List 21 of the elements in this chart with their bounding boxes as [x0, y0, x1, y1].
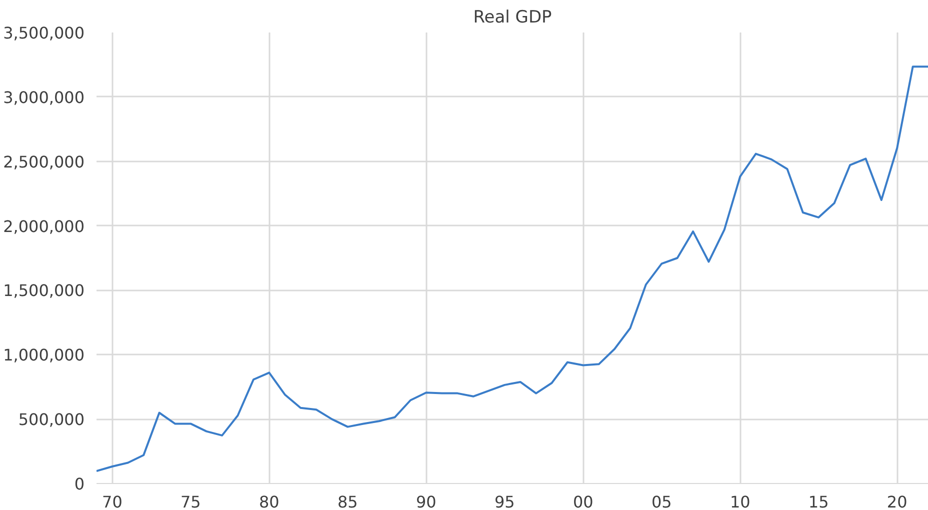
chart-title: Real GDP: [473, 8, 552, 28]
x-tick-label: 75: [180, 492, 201, 510]
y-tick-label: 0: [74, 474, 85, 494]
x-tick-label: 85: [337, 492, 358, 510]
x-tick-label: 15: [808, 492, 829, 510]
x-tick-label: 70: [102, 492, 122, 510]
x-tick-label: 10: [730, 492, 750, 510]
y-tick-label: 3,000,000: [3, 88, 85, 107]
x-tick-label: 80: [259, 492, 280, 510]
y-tick-label: 2,500,000: [3, 152, 85, 172]
x-tick-label: 95: [494, 492, 515, 510]
x-tick-label: 00: [572, 492, 594, 510]
x-tick-label: 20: [886, 492, 908, 510]
y-tick-label: 1,500,000: [3, 281, 85, 300]
line-series: [96, 66, 928, 472]
y-tick-label: 2,000,000: [3, 216, 85, 236]
x-tick-label: 05: [651, 492, 672, 510]
x-tick-label: 90: [416, 492, 436, 510]
y-tick-label: 3,500,000: [3, 24, 85, 42]
y-tick-label: 1,000,000: [3, 346, 85, 365]
y-tick-label: 500,000: [18, 410, 85, 430]
